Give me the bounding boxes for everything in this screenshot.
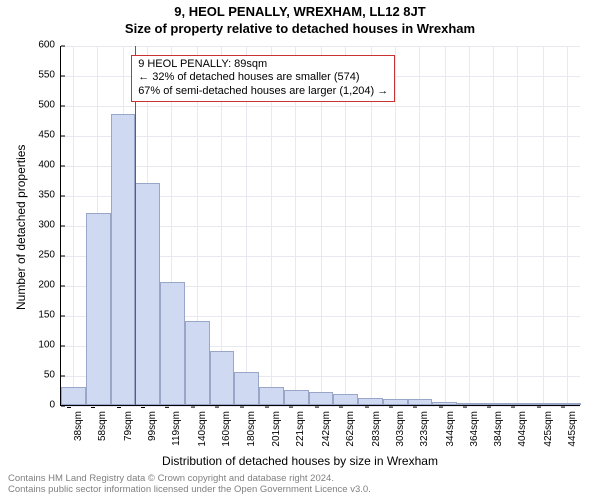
gridline-v: [543, 46, 544, 405]
histogram-bar: [259, 387, 284, 405]
histogram-bar: [160, 282, 185, 405]
x-tick-label: 119sqm: [171, 411, 182, 446]
y-tick-label: 200: [38, 280, 61, 291]
histogram-bar: [185, 321, 210, 405]
y-tick-label: 600: [38, 40, 61, 51]
gridline-v: [73, 46, 74, 405]
gridline-v: [493, 46, 494, 405]
y-tick-label: 550: [38, 70, 61, 81]
x-tick-label: 323sqm: [419, 411, 430, 447]
histogram-bar: [507, 403, 532, 405]
histogram-bar: [86, 213, 111, 405]
x-tick-label: 79sqm: [123, 411, 134, 441]
y-tick-label: 450: [38, 130, 61, 141]
x-tick-label: 344sqm: [445, 411, 456, 447]
histogram-bar: [309, 392, 334, 405]
y-tick-label: 400: [38, 160, 61, 171]
histogram-bar: [556, 403, 581, 405]
x-tick-label: 38sqm: [73, 411, 84, 441]
attribution-footer: Contains HM Land Registry data © Crown c…: [8, 474, 371, 496]
annotation-box: 9 HEOL PENALLY: 89sqm← 32% of detached h…: [131, 55, 395, 102]
x-tick-label: 221sqm: [295, 411, 306, 447]
gridline-v: [445, 46, 446, 405]
annotation-line: 9 HEOL PENALLY: 89sqm: [138, 58, 388, 72]
x-tick-label: 201sqm: [271, 411, 282, 447]
x-tick-label: 364sqm: [469, 411, 480, 447]
histogram-bar: [531, 403, 556, 405]
histogram-bar: [482, 403, 507, 405]
gridline-v: [567, 46, 568, 405]
histogram-bar: [358, 398, 383, 405]
histogram-bar: [333, 394, 358, 405]
y-tick-label: 50: [44, 370, 61, 381]
histogram-bar: [432, 402, 457, 405]
gridline-v: [419, 46, 420, 405]
x-tick-label: 262sqm: [345, 411, 356, 447]
x-tick-label: 384sqm: [493, 411, 504, 447]
x-tick-label: 404sqm: [517, 411, 528, 447]
y-tick-label: 0: [49, 400, 61, 411]
histogram-bar: [408, 399, 433, 405]
gridline-v: [469, 46, 470, 405]
chart-area: 05010015020025030035040045050055060038sq…: [60, 46, 580, 406]
histogram-bar: [61, 387, 86, 405]
y-tick-label: 300: [38, 220, 61, 231]
x-tick-label: 242sqm: [321, 411, 332, 447]
x-axis-label: Distribution of detached houses by size …: [0, 454, 600, 468]
histogram-bar: [457, 403, 482, 405]
histogram-bar: [383, 399, 408, 405]
footer-line2: Contains public sector information licen…: [8, 485, 371, 496]
y-tick-label: 500: [38, 100, 61, 111]
histogram-bar: [210, 351, 235, 405]
x-tick-label: 58sqm: [97, 411, 108, 441]
x-tick-label: 283sqm: [371, 411, 382, 447]
histogram-bar: [234, 372, 259, 405]
gridline-h: [61, 406, 580, 407]
x-tick-label: 445sqm: [567, 411, 578, 447]
x-tick-label: 425sqm: [543, 411, 554, 447]
gridline-v: [517, 46, 518, 405]
y-tick-label: 100: [38, 340, 61, 351]
histogram-bar: [135, 183, 160, 405]
histogram-bar: [284, 390, 309, 405]
y-tick-label: 350: [38, 190, 61, 201]
y-tick-label: 250: [38, 250, 61, 261]
x-tick-label: 140sqm: [197, 411, 208, 447]
address-title: 9, HEOL PENALLY, WREXHAM, LL12 8JT: [0, 0, 600, 19]
x-tick-label: 303sqm: [395, 411, 406, 447]
x-tick-label: 160sqm: [221, 411, 232, 447]
plot-region: 05010015020025030035040045050055060038sq…: [60, 46, 580, 406]
x-tick-label: 99sqm: [147, 411, 158, 441]
annotation-line: 67% of semi-detached houses are larger (…: [138, 85, 388, 99]
annotation-line: ← 32% of detached houses are smaller (57…: [138, 71, 388, 85]
y-tick-label: 150: [38, 310, 61, 321]
x-tick-label: 180sqm: [246, 411, 257, 447]
y-axis-label: Number of detached properties: [14, 145, 28, 310]
chart-title: Size of property relative to detached ho…: [0, 19, 600, 36]
histogram-bar: [111, 114, 136, 405]
